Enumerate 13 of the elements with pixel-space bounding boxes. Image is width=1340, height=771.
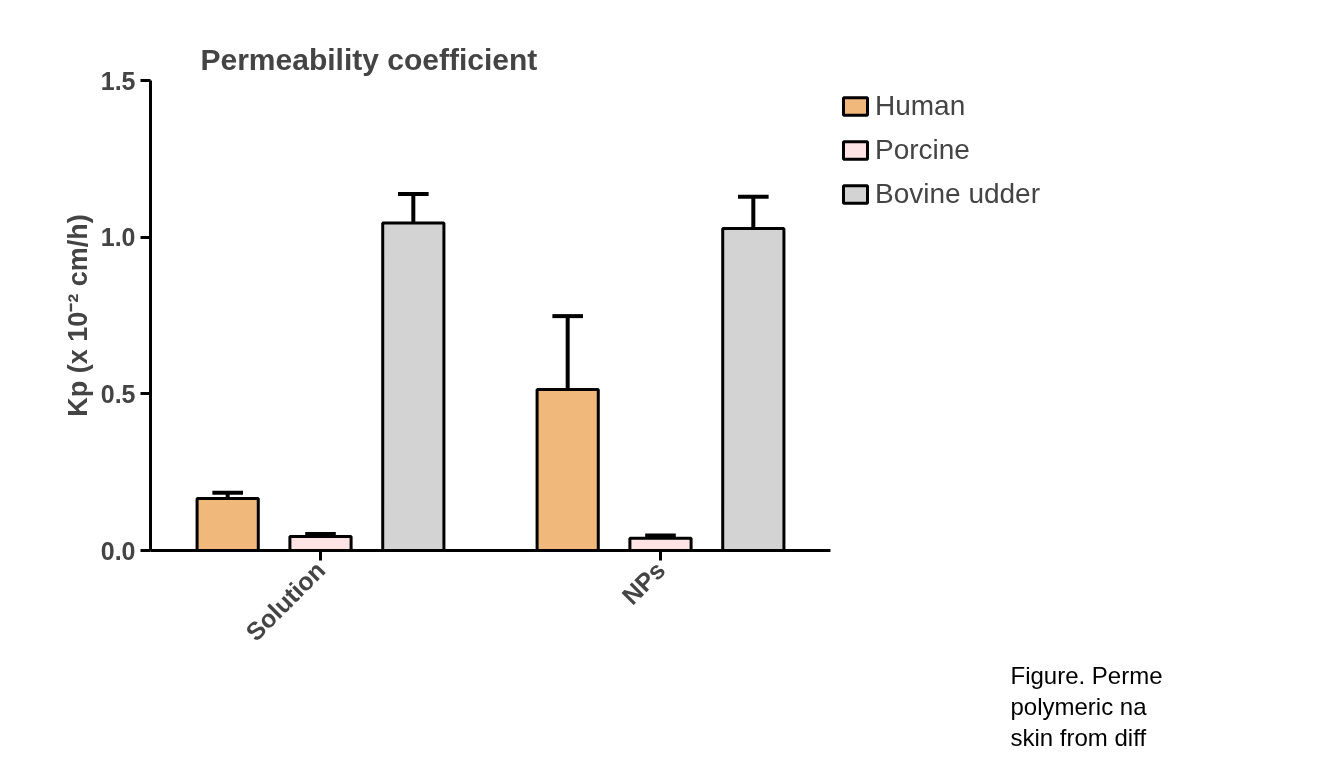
y-axis-title: Kp (x 10⁻² cm/h) (62, 214, 93, 417)
legend-label: Bovine udder (875, 178, 1041, 210)
y-tick-label: 1.0 (100, 223, 136, 252)
y-tick-label: 1.5 (100, 66, 136, 95)
y-tick-label: 0.5 (100, 379, 136, 408)
text: polymeric na (1010, 692, 1148, 720)
text: Figure. Perme (1010, 661, 1163, 689)
y-tick-label: 0.0 (100, 536, 136, 565)
chart-title: Permeability coefficient (200, 42, 538, 76)
legend-label: Human (875, 90, 966, 122)
x-tick-label: NPs (616, 555, 671, 610)
legend-label: Porcine (875, 134, 970, 166)
text: skin from diff (1010, 723, 1147, 751)
